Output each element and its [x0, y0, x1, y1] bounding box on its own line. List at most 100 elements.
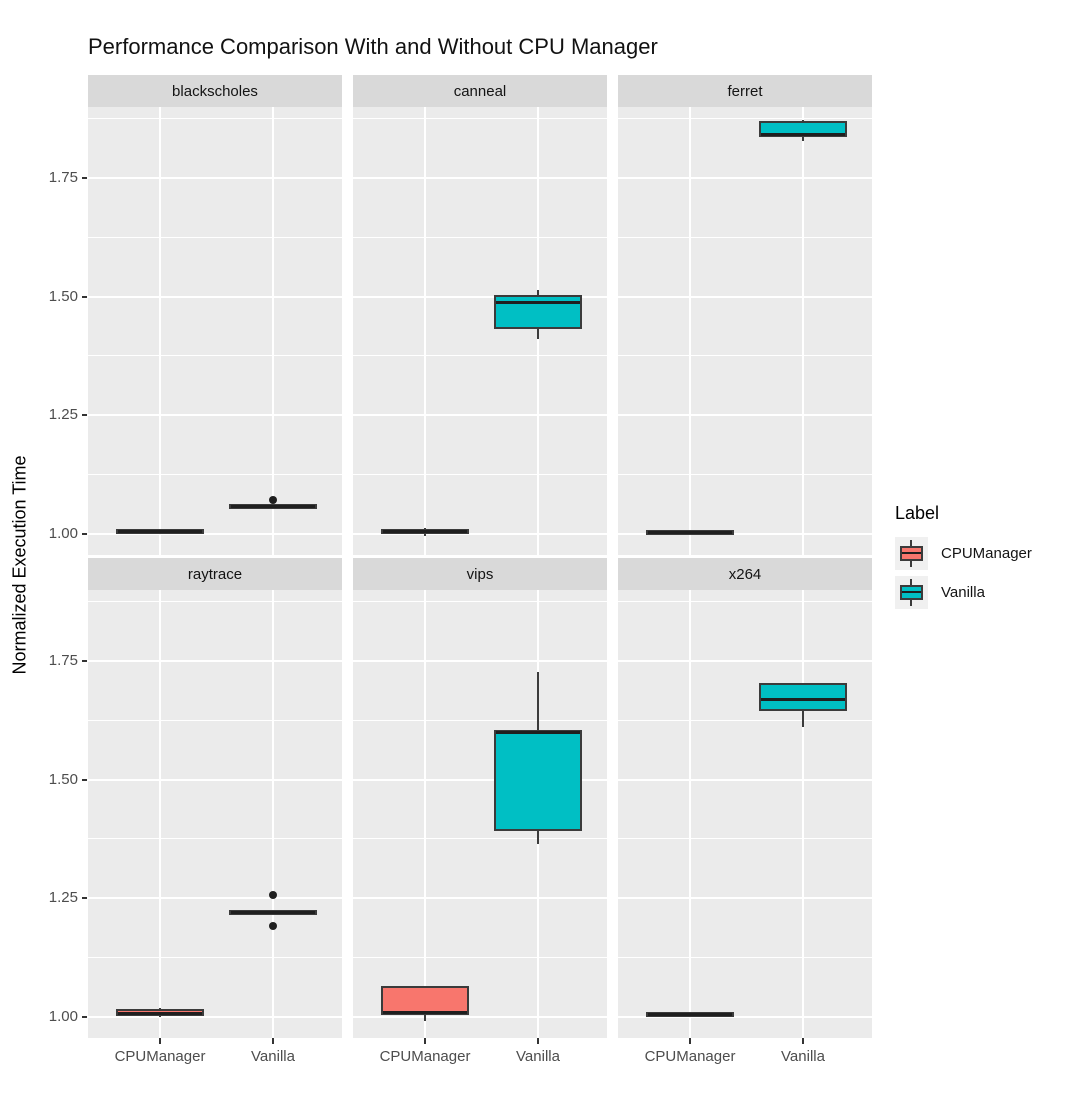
box-vips-Vanilla — [494, 729, 582, 832]
boxplot-key-median — [902, 591, 921, 593]
gridline-major-h — [88, 1015, 342, 1018]
gridline-major-v — [689, 590, 691, 1038]
y-tick-mark — [82, 295, 87, 298]
gridline-major-h — [88, 177, 342, 180]
x-tick-mark — [159, 1038, 161, 1044]
y-tick-label: 1.25 — [48, 406, 78, 424]
gridline-major-h — [353, 778, 607, 781]
legend: Label CPUManager Vanilla — [895, 503, 1032, 615]
facet-strip-label: blackscholes — [172, 82, 258, 100]
gridline-major-v — [424, 590, 426, 1038]
x-tick-mark — [802, 1038, 804, 1044]
x-tick-label: Vanilla — [516, 1048, 560, 1065]
median-canneal-Vanilla — [496, 300, 580, 304]
facet-panel-raytrace — [88, 590, 342, 1038]
facet-panel-ferret — [618, 107, 872, 555]
y-tick-label: 1.25 — [48, 889, 78, 907]
median-x264-CPUManager — [648, 1012, 732, 1016]
median-x264-Vanilla — [761, 698, 845, 702]
gridline-minor-h — [88, 236, 342, 238]
gridline-minor-h — [353, 719, 607, 721]
x-tick-mark — [272, 1038, 274, 1044]
facet-strip-raytrace: raytrace — [88, 558, 342, 590]
median-vips-Vanilla — [496, 730, 580, 734]
gridline-minor-h — [618, 838, 872, 840]
gridline-major-v — [159, 107, 161, 555]
y-tick-mark — [82, 778, 87, 781]
gridline-major-h — [88, 660, 342, 663]
y-tick-mark — [82, 660, 87, 663]
legend-key-label: CPUManager — [941, 545, 1032, 562]
facet-strip-x264: x264 — [618, 558, 872, 590]
facet-strip-label: vips — [466, 565, 494, 583]
y-tick-label: 1.50 — [48, 770, 78, 788]
gridline-major-h — [88, 778, 342, 781]
gridline-minor-h — [353, 601, 607, 603]
gridline-major-h — [88, 897, 342, 900]
gridline-major-h — [353, 1015, 607, 1018]
facet-strip-label: canneal — [453, 82, 507, 100]
y-tick-mark — [82, 414, 87, 417]
page-title: Performance Comparison With and Without … — [88, 34, 658, 59]
gridline-major-h — [353, 660, 607, 663]
y-tick-mark — [82, 177, 87, 180]
median-raytrace-Vanilla — [231, 911, 315, 915]
facet-strip-label: raytrace — [187, 565, 243, 583]
median-ferret-Vanilla — [761, 133, 845, 137]
boxplot-key-median — [902, 552, 921, 554]
gridline-major-h — [353, 177, 607, 180]
facet-strip-ferret: ferret — [618, 75, 872, 107]
gridline-minor-h — [88, 355, 342, 357]
median-canneal-CPUManager — [383, 529, 467, 533]
y-tick-label: 1.00 — [48, 524, 78, 542]
gridline-minor-h — [88, 956, 342, 958]
gridline-minor-h — [353, 838, 607, 840]
box-vips-CPUManager — [381, 986, 469, 1016]
legend-key-vanilla: Vanilla — [895, 576, 1032, 609]
y-tick-label: 1.50 — [48, 287, 78, 305]
y-axis-title: Normalized Execution Time — [9, 455, 30, 675]
gridline-major-h — [618, 414, 872, 417]
gridline-minor-h — [353, 956, 607, 958]
box-x264-Vanilla — [759, 683, 847, 711]
facet-panel-x264 — [618, 590, 872, 1038]
facet-strip-canneal: canneal — [353, 75, 607, 107]
facet-strip-label: ferret — [727, 82, 763, 100]
gridline-minor-h — [618, 719, 872, 721]
median-ferret-CPUManager — [648, 531, 732, 535]
facet-strip-blackscholes: blackscholes — [88, 75, 342, 107]
median-blackscholes-CPUManager — [118, 529, 202, 533]
gridline-minor-h — [618, 473, 872, 475]
legend-title: Label — [895, 503, 940, 523]
x-tick-label: CPUManager — [114, 1048, 206, 1065]
x-tick-label: Vanilla — [251, 1048, 295, 1065]
facet-panel-canneal — [353, 107, 607, 555]
gridline-major-h — [353, 414, 607, 417]
x-tick-mark — [424, 1038, 426, 1044]
gridline-major-v — [424, 107, 426, 555]
gridline-major-h — [618, 778, 872, 781]
gridline-major-h — [618, 295, 872, 298]
gridline-minor-h — [88, 601, 342, 603]
outlier-dot — [269, 495, 277, 504]
x-tick-mark — [537, 1038, 539, 1044]
gridline-major-v — [272, 107, 274, 555]
gridline-minor-h — [618, 236, 872, 238]
gridline-minor-h — [88, 719, 342, 721]
gridline-major-h — [618, 532, 872, 535]
gridline-major-h — [353, 295, 607, 298]
x-tick-label: CPUManager — [379, 1048, 471, 1065]
median-raytrace-CPUManager — [118, 1012, 202, 1016]
boxplot-key-icon — [895, 537, 928, 570]
facet-panel-vips — [353, 590, 607, 1038]
legend-key-cpumanager: CPUManager — [895, 537, 1032, 570]
boxplot-key-icon — [895, 576, 928, 609]
gridline-major-v — [159, 590, 161, 1038]
gridline-major-h — [618, 897, 872, 900]
y-tick-mark — [82, 897, 87, 900]
gridline-major-v — [802, 107, 804, 555]
median-vips-CPUManager — [383, 1010, 467, 1014]
y-tick-mark — [82, 532, 87, 535]
gridline-minor-h — [618, 601, 872, 603]
gridline-minor-h — [88, 838, 342, 840]
